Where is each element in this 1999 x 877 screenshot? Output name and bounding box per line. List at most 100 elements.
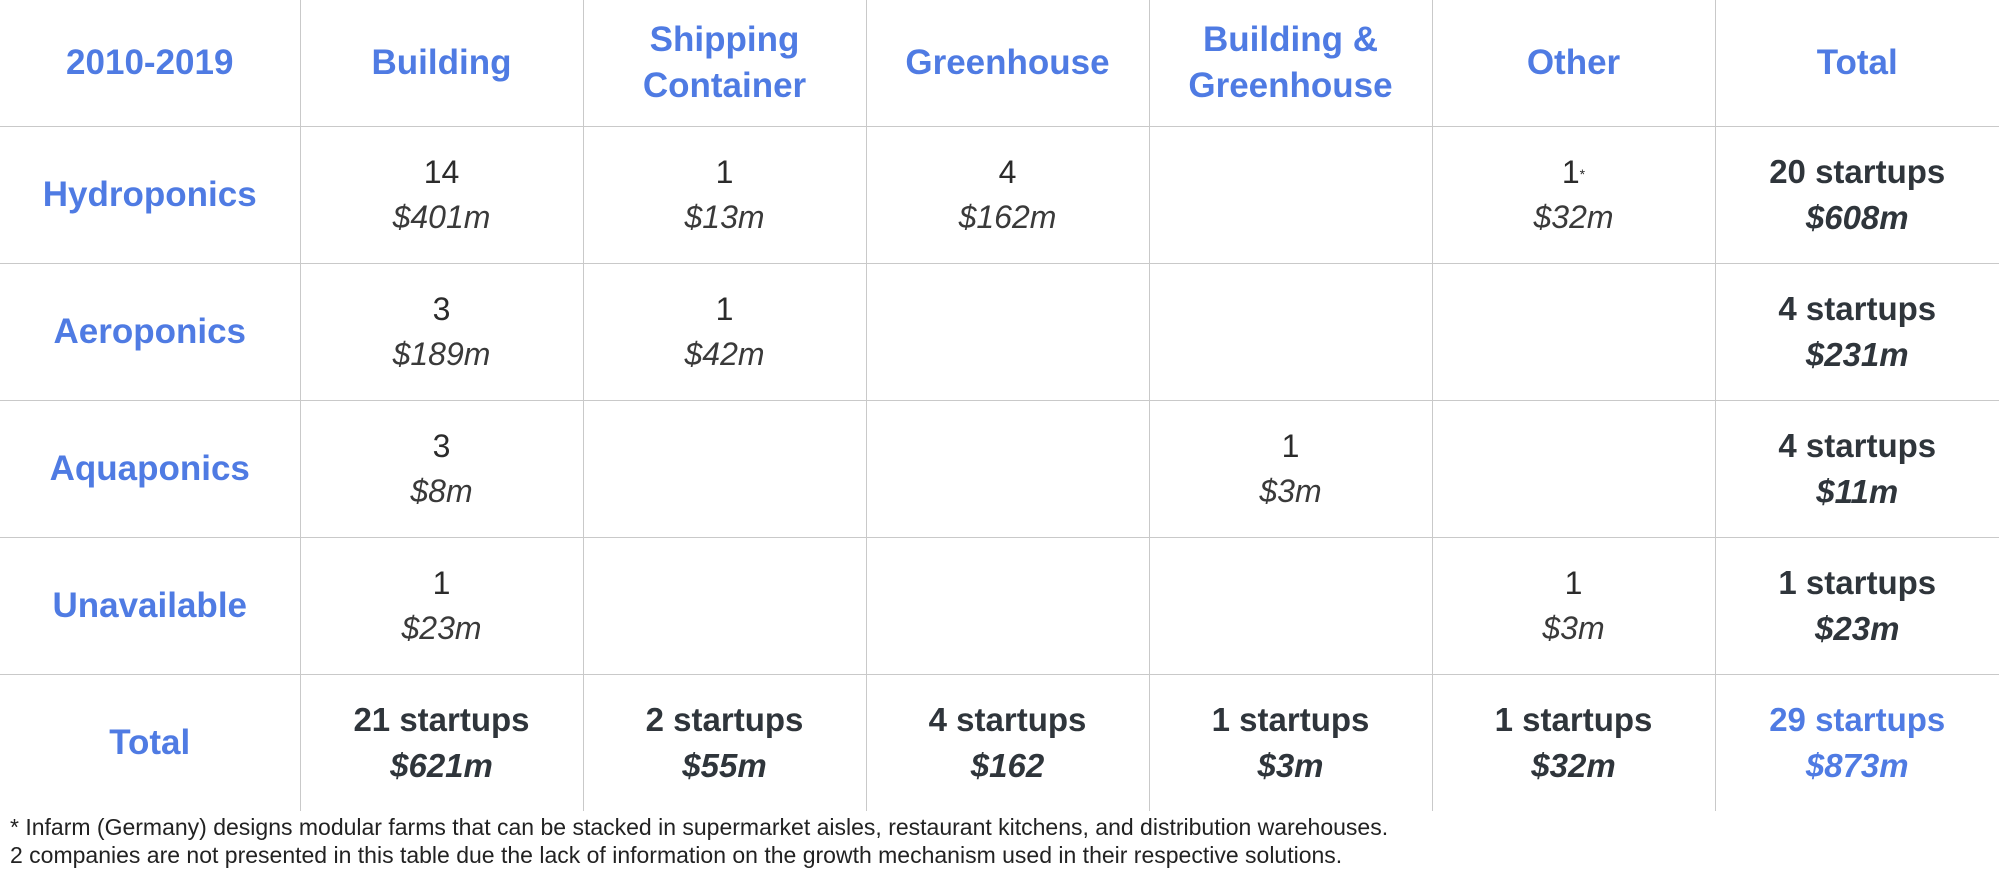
row-label-hydroponics: Hydroponics <box>0 126 301 264</box>
data-cell: 1* $32m <box>1431 126 1716 264</box>
data-cell <box>865 400 1150 538</box>
row-label: Unavailable <box>52 586 248 625</box>
column-header-label: Shipping Container <box>642 20 807 105</box>
row-label: Aquaponics <box>49 449 250 488</box>
funding-amount: $32m <box>1533 199 1614 235</box>
column-header-label: Total <box>1816 43 1898 82</box>
funding-amount: $3m <box>1542 610 1605 646</box>
row-label-total: Total <box>0 674 301 811</box>
data-cell: 1 $42m <box>582 263 867 401</box>
row-label: Aeroponics <box>53 312 247 351</box>
data-cell: 4 $162m <box>865 126 1150 264</box>
corner-header-cell: 2010-2019 <box>0 0 301 127</box>
funding-amount: $3m <box>1259 473 1322 509</box>
total-funding-amount: $23m <box>1815 610 1900 647</box>
column-header-total: Total <box>1714 0 1999 127</box>
startup-count: 4 <box>998 154 1017 190</box>
data-cell: 3 $189m <box>299 263 584 401</box>
column-header-building-greenhouse: Building & Greenhouse <box>1148 0 1433 127</box>
total-funding-amount: $3m <box>1257 747 1324 784</box>
column-total-cell: 1 startups $32m <box>1431 674 1716 811</box>
data-cell <box>1148 126 1433 264</box>
column-total-cell: 4 startups $162 <box>865 674 1150 811</box>
total-funding-amount: $608m <box>1805 199 1909 236</box>
column-header-label: Other <box>1526 43 1621 82</box>
total-startup-count: 1 startups <box>1778 564 1937 601</box>
data-cell: 1 $13m <box>582 126 867 264</box>
data-cell <box>1431 263 1716 401</box>
startup-count: 1 <box>1281 428 1300 464</box>
data-cell: 14 $401m <box>299 126 584 264</box>
total-startup-count: 4 startups <box>928 701 1087 738</box>
footnote-missing-companies: 2 companies are not presented in this ta… <box>10 842 1343 868</box>
table-row: Unavailable 1 $23m 1 $3m 1 startups $23m <box>0 537 1999 675</box>
totals-row: Total 21 startups $621m 2 startups $55m 4 … <box>0 674 1999 811</box>
data-cell <box>865 537 1150 675</box>
column-header-building: Building <box>299 0 584 127</box>
funding-amount: $401m <box>392 199 491 235</box>
funding-amount: $162m <box>958 199 1057 235</box>
row-total-cell: 4 startups $11m <box>1714 400 1999 538</box>
data-cell: 3 $8m <box>299 400 584 538</box>
data-cell: 1 $3m <box>1431 537 1716 675</box>
total-startup-count: 21 startups <box>353 701 530 738</box>
column-header-label: Building & Greenhouse <box>1188 20 1393 105</box>
startup-count: 14 <box>423 154 460 190</box>
startup-count: 1 <box>715 291 734 327</box>
data-cell <box>582 400 867 538</box>
column-total-cell: 21 startups $621m <box>299 674 584 811</box>
row-label-unavailable: Unavailable <box>0 537 301 675</box>
row-total-cell: 20 startups $608m <box>1714 126 1999 264</box>
grand-total-startup-count: 29 startups <box>1769 701 1946 738</box>
row-total-cell: 4 startups $231m <box>1714 263 1999 401</box>
total-funding-amount: $55m <box>682 747 767 784</box>
period-label: 2010-2019 <box>66 43 234 82</box>
funding-amount: $23m <box>401 610 482 646</box>
header-row: 2010-2019 Building Shipping Container Gr… <box>0 0 1999 127</box>
table-row: Hydroponics 14 $401m 1 $13m 4 $162m 1* $32m … <box>0 126 1999 264</box>
table-row: Aeroponics 3 $189m 1 $42m 4 startups $231m <box>0 263 1999 401</box>
total-startup-count: 1 startups <box>1211 701 1370 738</box>
row-label-aeroponics: Aeroponics <box>0 263 301 401</box>
column-total-cell: 1 startups $3m <box>1148 674 1433 811</box>
row-total-cell: 1 startups $23m <box>1714 537 1999 675</box>
startup-count: 1 <box>1564 565 1583 601</box>
data-cell <box>582 537 867 675</box>
startup-count: 1* <box>1433 150 1715 194</box>
total-funding-amount: $32m <box>1531 747 1616 784</box>
data-cell <box>865 263 1150 401</box>
funding-amount: $189m <box>392 336 491 372</box>
row-label: Total <box>109 723 191 762</box>
column-header-label: Building <box>371 43 512 82</box>
column-header-other: Other <box>1431 0 1716 127</box>
total-startup-count: 2 startups <box>645 701 804 738</box>
funding-amount: $42m <box>684 336 765 372</box>
startup-count: 3 <box>432 291 451 327</box>
row-label-aquaponics: Aquaponics <box>0 400 301 538</box>
column-header-label: Greenhouse <box>905 43 1110 82</box>
startup-count: 1 <box>432 565 451 601</box>
footnotes: * Infarm (Germany) designs modular farms… <box>10 813 1990 869</box>
total-funding-amount: $231m <box>1805 336 1909 373</box>
table-row: Aquaponics 3 $8m 1 $3m 4 startups $11m <box>0 400 1999 538</box>
data-cell <box>1148 263 1433 401</box>
footnote-infarm: * Infarm (Germany) designs modular farms… <box>10 814 1389 840</box>
column-total-cell: 2 startups $55m <box>582 674 867 811</box>
data-cell: 1 $3m <box>1148 400 1433 538</box>
total-funding-amount: $11m <box>1816 473 1899 510</box>
column-header-greenhouse: Greenhouse <box>865 0 1150 127</box>
count-value: 1 <box>1561 154 1580 190</box>
data-cell: 1 $23m <box>299 537 584 675</box>
column-header-shipping-container: Shipping Container <box>582 0 867 127</box>
total-funding-amount: $162 <box>970 747 1045 784</box>
grand-total-cell: 29 startups $873m <box>1714 674 1999 811</box>
grand-total-funding-amount: $873m <box>1805 747 1909 784</box>
startup-funding-table: 2010-2019 Building Shipping Container Gr… <box>0 0 1999 811</box>
total-startup-count: 1 startups <box>1494 701 1653 738</box>
total-startup-count: 4 startups <box>1778 427 1937 464</box>
funding-amount: $8m <box>410 473 473 509</box>
funding-amount: $13m <box>684 199 765 235</box>
footnote-marker: * <box>1579 166 1586 182</box>
total-startup-count: 20 startups <box>1769 153 1946 190</box>
total-funding-amount: $621m <box>390 747 493 784</box>
